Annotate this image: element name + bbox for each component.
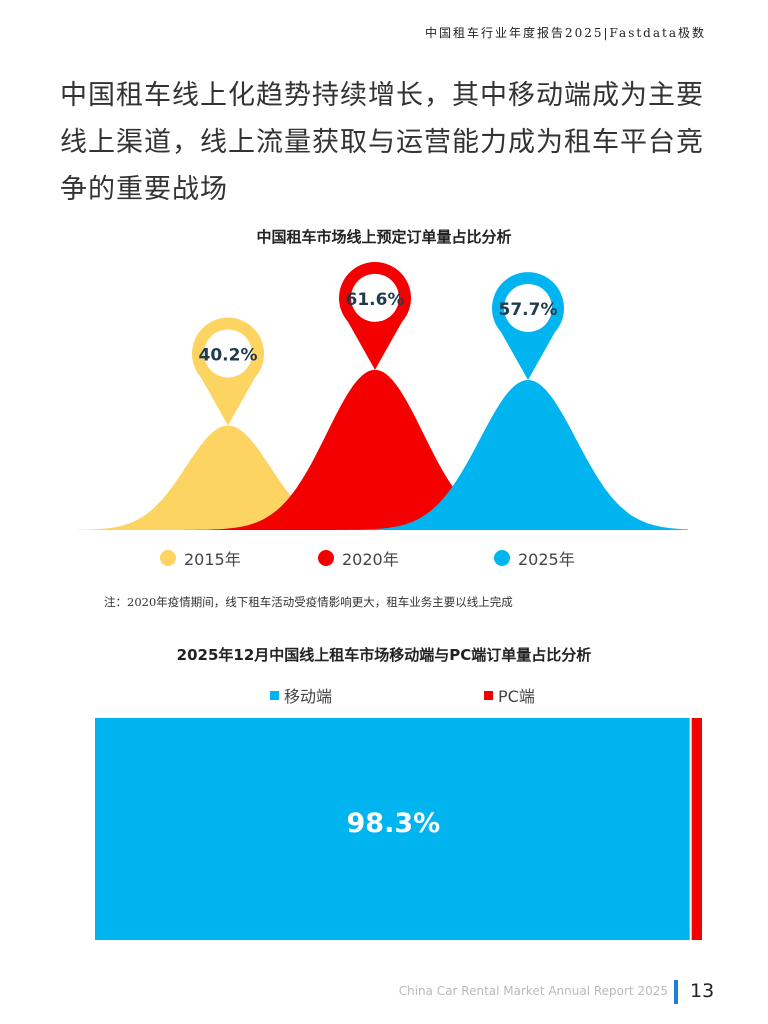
- bar-移动端: [95, 718, 690, 940]
- pin-hole: [351, 273, 399, 322]
- chart1-title: 中国租车市场线上预定订单量占比分析: [256, 228, 512, 246]
- footer-text: China Car Rental Market Annual Report 20…: [398, 984, 668, 998]
- chart2: 98.3%: [95, 718, 702, 940]
- legend-square-icon: [484, 690, 493, 700]
- legend-dot-icon: [160, 550, 176, 566]
- data-label: 40.2%: [199, 345, 258, 365]
- page-number: 13: [690, 980, 715, 1002]
- pin-hole: [504, 283, 552, 332]
- area-2025年: [308, 380, 688, 530]
- legend-dot-icon: [494, 550, 510, 566]
- chart1: 40.2% 61.6% 57.7%: [78, 262, 688, 530]
- legend-label: 移动端: [284, 687, 333, 706]
- legend-dot-icon: [318, 550, 334, 566]
- footer-divider: [674, 980, 678, 1004]
- area-2020年: [155, 369, 595, 530]
- data-label: 98.3%: [347, 808, 441, 839]
- legend-label: 2025年: [518, 550, 575, 569]
- legend-label: PC端: [498, 687, 535, 706]
- chart-note: 注：2020年疫情期间，线下租车活动受疫情影响更大，租车业务主要以线上完成: [104, 595, 513, 609]
- legend-item: 2015年: [160, 546, 241, 570]
- report-header: 中国租车行业年度报告2025|Fastdata极数: [424, 26, 706, 40]
- area-2015年: [78, 425, 448, 530]
- legend-item: 2020年: [318, 546, 399, 570]
- legend-item: 2025年: [494, 546, 575, 570]
- legend-item: PC端: [484, 683, 535, 707]
- data-label: 61.6%: [346, 290, 405, 310]
- bar-PC端: [691, 718, 702, 940]
- chart2-title: 2025年12月中国线上租车市场移动端与PC端订单量占比分析: [176, 646, 592, 664]
- legend-label: 2015年: [184, 550, 241, 569]
- pin-hole: [204, 329, 252, 378]
- data-label: 57.7%: [499, 300, 558, 320]
- legend-square-icon: [270, 690, 279, 700]
- headline: 中国租车线上化趋势持续增长，其中移动端成为主要线上渠道，线上流量获取与运营能力成…: [60, 80, 704, 205]
- legend-label: 2020年: [342, 550, 399, 569]
- legend-item: 移动端: [270, 683, 332, 707]
